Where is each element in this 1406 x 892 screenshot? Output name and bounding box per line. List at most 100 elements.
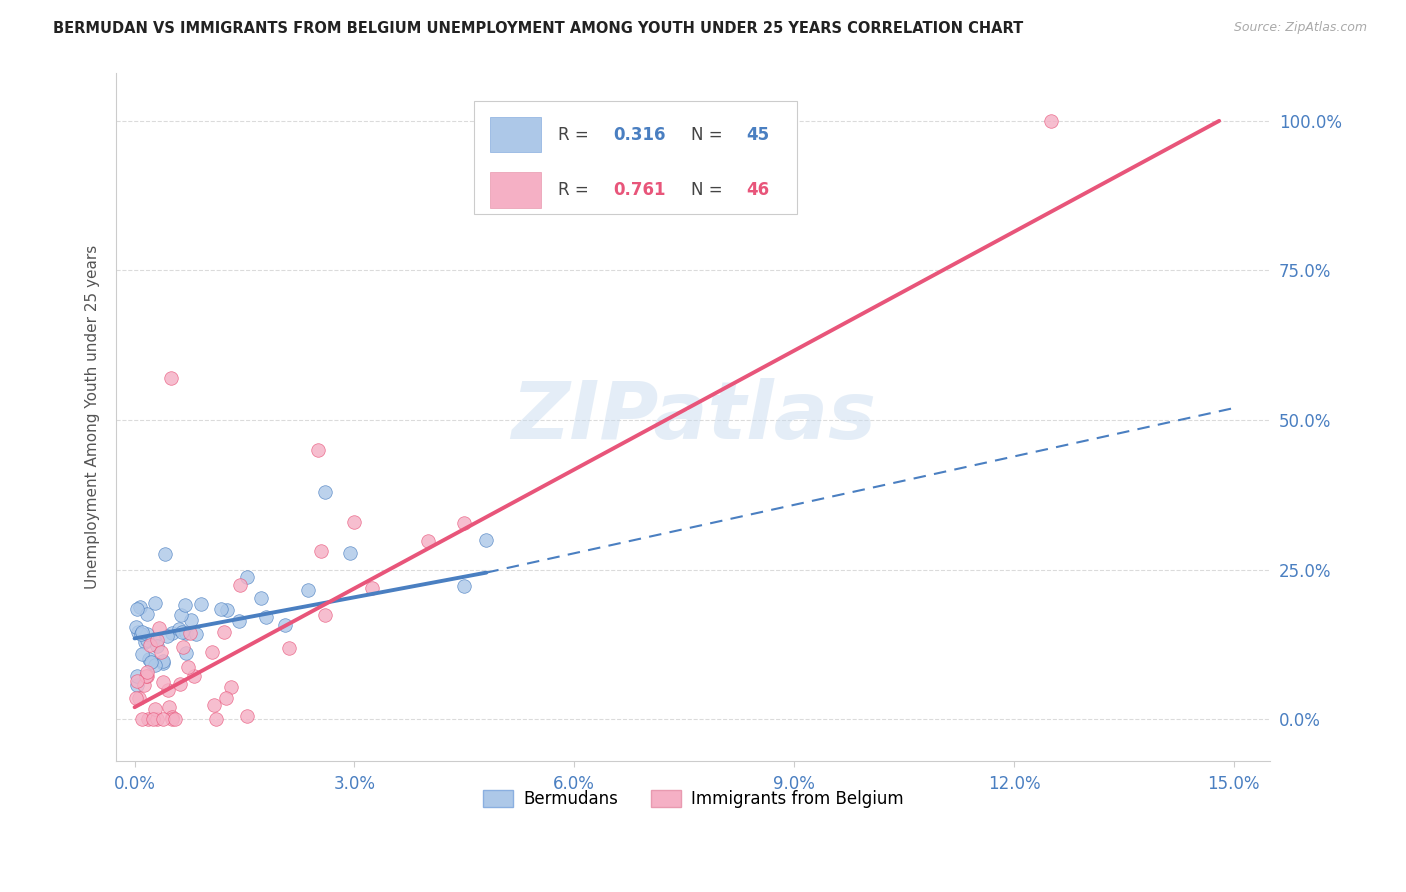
- Point: [129, 600, 152, 615]
- Point: [186, 627, 208, 641]
- Point: [183, 669, 205, 683]
- Point: [256, 610, 278, 624]
- Point: [143, 657, 166, 672]
- Point: [131, 648, 153, 662]
- Point: [141, 655, 163, 669]
- Point: [162, 625, 184, 640]
- Y-axis label: Unemployment Among Youth under 25 years: Unemployment Among Youth under 25 years: [86, 245, 100, 589]
- Point: [174, 625, 197, 640]
- Point: [314, 484, 336, 499]
- Point: [152, 654, 174, 668]
- FancyBboxPatch shape: [491, 118, 541, 153]
- Point: [136, 712, 159, 726]
- Point: [149, 644, 172, 658]
- Point: [169, 623, 191, 637]
- FancyBboxPatch shape: [491, 172, 541, 208]
- Text: R =: R =: [558, 181, 595, 199]
- Point: [148, 621, 170, 635]
- Point: [416, 533, 439, 548]
- Point: [228, 578, 250, 592]
- Point: [160, 710, 183, 724]
- Point: [172, 640, 194, 654]
- Point: [135, 665, 157, 679]
- Point: [174, 647, 197, 661]
- Point: [212, 624, 235, 639]
- Point: [145, 639, 167, 653]
- Point: [215, 603, 238, 617]
- Point: [309, 543, 332, 558]
- Point: [339, 546, 361, 560]
- Point: [134, 677, 156, 691]
- Point: [152, 656, 174, 670]
- Point: [278, 641, 301, 656]
- Point: [221, 680, 243, 694]
- Text: 45: 45: [747, 126, 769, 144]
- Point: [180, 613, 202, 627]
- Point: [174, 598, 197, 612]
- Point: [343, 515, 366, 529]
- Point: [136, 633, 159, 648]
- Point: [453, 579, 475, 593]
- Point: [274, 618, 297, 632]
- Point: [141, 712, 163, 726]
- Point: [177, 660, 200, 674]
- Point: [156, 629, 179, 643]
- Point: [129, 627, 152, 641]
- Point: [145, 712, 167, 726]
- Point: [143, 596, 166, 610]
- Point: [138, 652, 160, 666]
- Point: [249, 591, 271, 606]
- Point: [1039, 113, 1062, 128]
- Point: [162, 712, 184, 726]
- Text: 0.316: 0.316: [614, 126, 666, 144]
- Point: [142, 632, 165, 647]
- Point: [146, 633, 169, 648]
- Point: [314, 607, 336, 622]
- Point: [205, 712, 228, 726]
- Point: [125, 669, 148, 683]
- Point: [156, 682, 179, 697]
- Text: BERMUDAN VS IMMIGRANTS FROM BELGIUM UNEMPLOYMENT AMONG YOUTH UNDER 25 YEARS CORR: BERMUDAN VS IMMIGRANTS FROM BELGIUM UNEM…: [53, 21, 1024, 37]
- Point: [131, 624, 153, 639]
- Point: [127, 601, 149, 615]
- Point: [453, 516, 475, 530]
- Point: [143, 702, 166, 716]
- Point: [125, 619, 148, 633]
- Point: [179, 625, 201, 640]
- Point: [170, 625, 193, 640]
- Text: R =: R =: [558, 126, 595, 144]
- Text: Source: ZipAtlas.com: Source: ZipAtlas.com: [1233, 21, 1367, 35]
- Point: [165, 712, 187, 726]
- Point: [135, 627, 157, 641]
- FancyBboxPatch shape: [474, 101, 797, 214]
- Point: [361, 581, 384, 595]
- Point: [152, 712, 174, 726]
- Point: [157, 700, 180, 714]
- Point: [128, 691, 150, 706]
- Point: [236, 570, 259, 584]
- Point: [138, 638, 160, 652]
- Point: [160, 371, 183, 385]
- Text: 0.761: 0.761: [614, 181, 666, 199]
- Point: [125, 677, 148, 691]
- Point: [169, 677, 191, 691]
- Point: [202, 698, 225, 712]
- Point: [190, 597, 212, 611]
- Text: N =: N =: [692, 181, 728, 199]
- Point: [475, 533, 498, 548]
- Text: 46: 46: [747, 181, 769, 199]
- Point: [125, 690, 148, 705]
- Point: [131, 712, 153, 726]
- Point: [135, 669, 157, 683]
- Point: [136, 607, 159, 621]
- Point: [307, 442, 329, 457]
- Point: [127, 625, 149, 640]
- Point: [209, 602, 232, 616]
- Text: ZIPatlas: ZIPatlas: [510, 378, 876, 456]
- Point: [169, 607, 191, 622]
- Point: [125, 673, 148, 688]
- Point: [215, 690, 238, 705]
- Point: [152, 674, 174, 689]
- Point: [136, 669, 159, 683]
- Point: [134, 635, 156, 649]
